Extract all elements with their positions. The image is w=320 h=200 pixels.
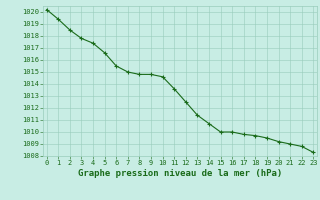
- X-axis label: Graphe pression niveau de la mer (hPa): Graphe pression niveau de la mer (hPa): [78, 169, 282, 178]
